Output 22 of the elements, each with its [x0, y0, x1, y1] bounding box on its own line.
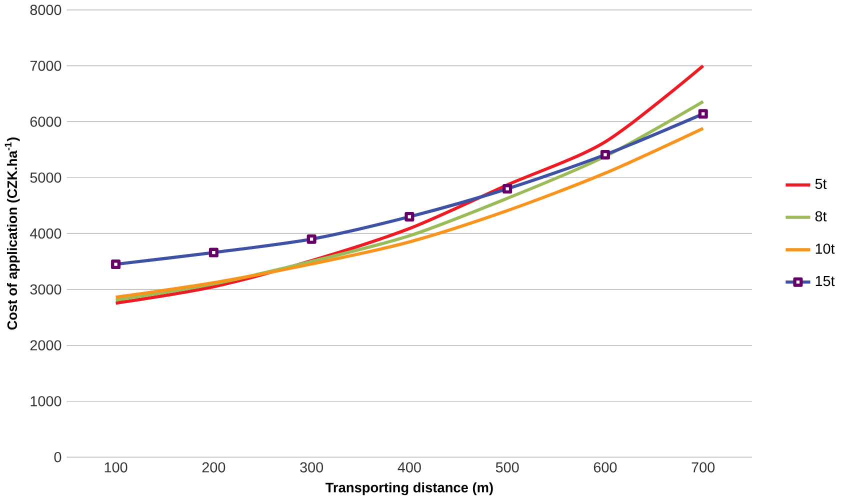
legend-label: 8t: [815, 211, 827, 222]
y-tick-label: 3000: [30, 284, 62, 295]
y-tick-label: 0: [54, 452, 62, 462]
x-tick-label: 500: [496, 462, 519, 472]
legend-label: 5t: [815, 178, 827, 189]
legend-label: 15t: [816, 276, 835, 286]
y-axis-title: Cost of application (CZK.ha$^{-1}$): [4, 137, 20, 330]
y-tick-label: 2000: [30, 340, 62, 350]
x-tick-label: 200: [202, 462, 226, 472]
legend-label: 10t: [816, 244, 835, 254]
y-tick-label: 8000: [30, 4, 62, 16]
x-tick-label: 700: [692, 462, 715, 472]
y-tick-label: 1000: [30, 396, 62, 406]
x-tick-label: 300: [300, 462, 324, 472]
x-tick-label: 400: [398, 462, 421, 472]
x-tick-label: 600: [594, 462, 617, 472]
y-tick-label: 7000: [30, 60, 62, 71]
y-tick-label: 4000: [30, 228, 62, 239]
x-tick-label: 100: [104, 462, 128, 472]
x-axis-title: Transporting distance (m): [325, 482, 493, 496]
y-tick-label: 5000: [30, 172, 62, 183]
y-tick-label: 6000: [30, 116, 62, 127]
